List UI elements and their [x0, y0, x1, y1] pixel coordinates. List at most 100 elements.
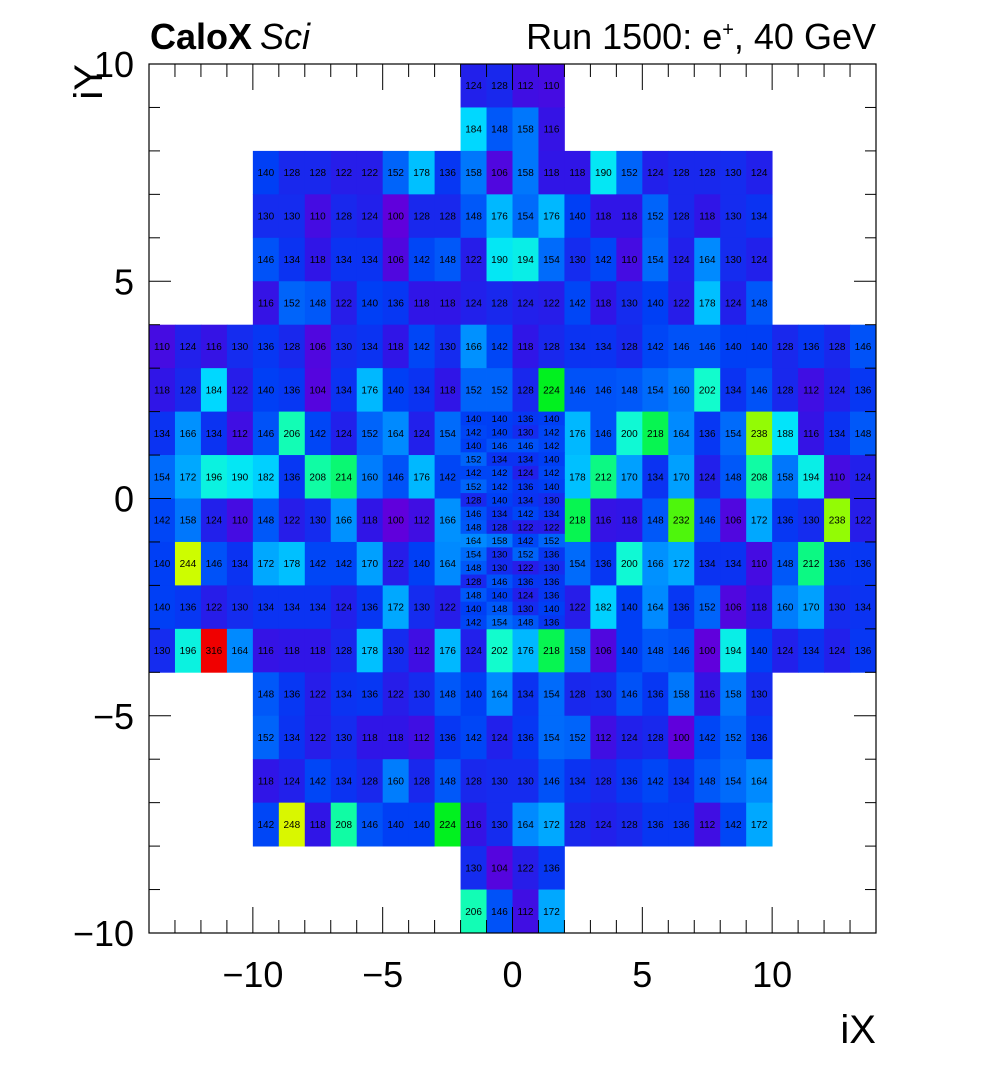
heatmap-cell [434, 585, 461, 630]
cell-value-label: 166 [465, 342, 482, 353]
cell-value-label: 142 [465, 733, 482, 744]
heatmap-cell [460, 889, 487, 934]
x-axis-title: iX [840, 1008, 876, 1052]
heatmap-cell [330, 194, 358, 239]
heatmap-cell [252, 541, 280, 586]
heatmap-cell [252, 498, 280, 543]
heatmap-cell [278, 715, 306, 760]
fine-heatmap-cell [460, 560, 487, 575]
heatmap-cell [720, 672, 747, 717]
cell-value-label: 112 [232, 429, 248, 440]
cell-value-label: 116 [543, 125, 559, 136]
heatmap-cell [434, 194, 461, 239]
heatmap-cell [356, 411, 384, 456]
fine-heatmap-cell [512, 465, 539, 480]
heatmap-cell [642, 237, 669, 282]
cell-value-label: 130 [335, 342, 352, 353]
cell-value-label: 154 [154, 472, 171, 483]
cell-value-label: 128 [465, 776, 482, 787]
heatmap-cell [590, 585, 617, 630]
cell-value-label: 128 [283, 168, 300, 179]
cell-value-label: 176 [543, 212, 560, 223]
heatmap-cell [174, 368, 202, 412]
heatmap-cell [538, 194, 565, 239]
heatmap-cell [226, 498, 254, 543]
heatmap-cell [356, 281, 384, 326]
heatmap-cell [278, 455, 306, 499]
heatmap-cell [824, 455, 851, 499]
heatmap-cell [174, 498, 202, 543]
heatmap-cell [798, 628, 825, 673]
heatmap-cell [408, 672, 436, 717]
heatmap-cell [356, 368, 384, 412]
cell-value-label: 134 [725, 559, 742, 570]
cell-value-label: 146 [206, 559, 223, 570]
y-axis-title: iY [67, 64, 111, 100]
heatmap-cell [304, 150, 332, 195]
heatmap-cell [590, 541, 617, 586]
heatmap-cell [590, 759, 617, 804]
heatmap-cell [850, 585, 877, 630]
heatmap-cell [824, 368, 851, 412]
cell-value-label: 194 [725, 646, 742, 657]
fine-cell-value-label: 148 [466, 590, 482, 601]
heatmap-cell [512, 759, 539, 804]
charge-superscript: + [722, 19, 734, 41]
heatmap-cell [512, 672, 539, 717]
heatmap-cell [460, 107, 487, 152]
heatmap-cell [798, 455, 825, 499]
cell-value-label: 154 [517, 212, 534, 223]
fine-cell-value-label: 140 [466, 414, 482, 425]
cell-value-label: 146 [699, 342, 716, 353]
cell-value-label: 146 [673, 646, 690, 657]
cell-value-label: 116 [595, 516, 611, 527]
fine-cell-value-label: 158 [492, 536, 508, 547]
heatmap-cell [408, 237, 436, 282]
fine-heatmap-cell [460, 493, 487, 508]
heatmap-cell [616, 498, 643, 543]
cell-value-label: 124 [751, 255, 768, 266]
heatmap-cell [278, 324, 306, 369]
cell-value-label: 124 [647, 168, 664, 179]
cell-value-label: 128 [673, 212, 690, 223]
fine-heatmap-cell [460, 438, 487, 453]
fine-heatmap-cell [538, 547, 565, 562]
cell-value-label: 134 [855, 603, 872, 614]
fine-heatmap-cell [538, 601, 565, 616]
cell-value-label: 224 [439, 820, 456, 831]
x-tick-label: 5 [632, 954, 652, 995]
cell-value-label: 136 [283, 472, 300, 483]
heatmap-cell [720, 411, 747, 456]
cell-value-label: 136 [829, 559, 846, 570]
heatmap-cell [330, 541, 358, 586]
heatmap-cell [850, 411, 877, 456]
fine-cell-value-label: 134 [492, 455, 508, 466]
fine-heatmap-cell [460, 411, 487, 426]
heatmap-cell [512, 802, 539, 847]
fine-cell-value-label: 152 [518, 550, 534, 561]
cell-value-label: 136 [855, 385, 872, 396]
cell-value-label: 148 [647, 646, 664, 657]
heatmap-cell [798, 324, 825, 369]
cell-value-label: 130 [413, 603, 430, 614]
fine-cell-value-label: 146 [492, 577, 508, 588]
heatmap-cell [824, 411, 851, 456]
heatmap-cell [668, 802, 695, 847]
heatmap-cell [356, 194, 384, 239]
heatmap-cell [642, 150, 669, 195]
heatmap-cell [304, 411, 332, 456]
cell-value-label: 182 [595, 603, 612, 614]
fine-cell-value-label: 130 [492, 550, 508, 561]
cell-value-label: 130 [335, 733, 352, 744]
cell-value-label: 142 [647, 342, 664, 353]
cell-value-label: 148 [647, 516, 664, 527]
cell-value-label: 130 [725, 212, 742, 223]
heatmap-cell [668, 715, 695, 760]
fine-cell-value-label: 136 [544, 577, 560, 588]
cell-value-label: 124 [335, 429, 352, 440]
heatmap-cell [512, 628, 539, 673]
fine-cell-value-label: 136 [544, 590, 560, 601]
fine-heatmap-cell [538, 574, 565, 589]
fine-cell-value-label: 130 [544, 495, 560, 506]
heatmap-cell [668, 150, 695, 195]
